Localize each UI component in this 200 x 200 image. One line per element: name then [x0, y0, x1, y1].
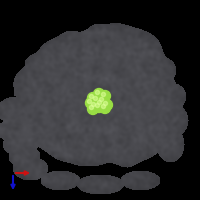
Circle shape: [94, 102, 104, 112]
Circle shape: [89, 94, 98, 103]
Circle shape: [98, 96, 108, 106]
Circle shape: [88, 104, 98, 114]
Circle shape: [102, 99, 112, 110]
Circle shape: [91, 102, 96, 107]
Circle shape: [94, 88, 104, 99]
Circle shape: [96, 98, 106, 110]
Circle shape: [89, 105, 98, 114]
Circle shape: [93, 96, 102, 105]
Circle shape: [101, 104, 106, 109]
Circle shape: [95, 90, 100, 95]
Circle shape: [95, 103, 104, 112]
Circle shape: [99, 97, 108, 106]
Circle shape: [101, 92, 106, 97]
Circle shape: [101, 104, 110, 113]
Circle shape: [103, 101, 112, 110]
Circle shape: [100, 102, 110, 114]
Circle shape: [93, 96, 98, 101]
Circle shape: [87, 99, 92, 104]
Circle shape: [91, 102, 100, 111]
Circle shape: [101, 92, 110, 101]
Circle shape: [99, 97, 104, 102]
Circle shape: [97, 100, 106, 109]
Circle shape: [89, 105, 94, 110]
Circle shape: [100, 90, 110, 102]
Circle shape: [86, 98, 96, 108]
Circle shape: [92, 95, 102, 106]
Circle shape: [95, 103, 100, 108]
Circle shape: [89, 94, 94, 99]
Circle shape: [87, 99, 96, 108]
Circle shape: [95, 90, 104, 99]
Circle shape: [88, 92, 98, 104]
Circle shape: [97, 100, 102, 105]
Circle shape: [103, 101, 108, 106]
Circle shape: [90, 100, 101, 112]
